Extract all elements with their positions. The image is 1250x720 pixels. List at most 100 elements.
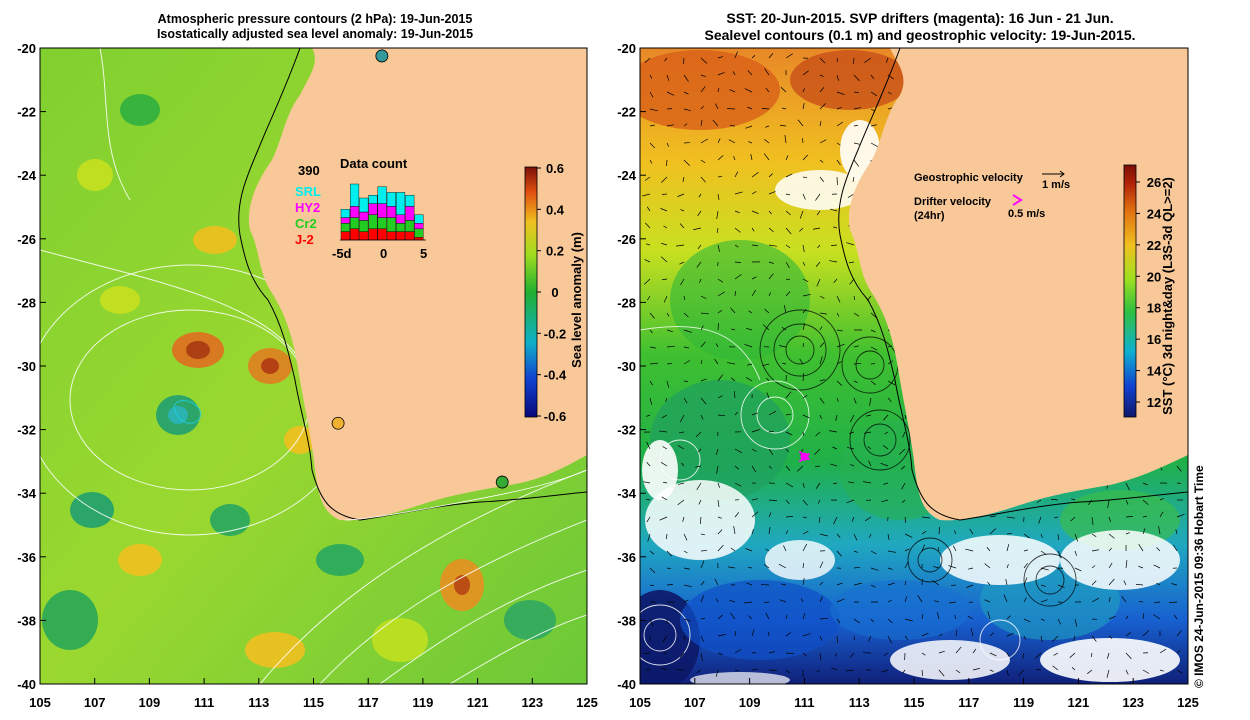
colorbar-tick-label: 26 xyxy=(1147,175,1161,190)
velocity-arrow xyxy=(969,528,974,535)
velocity-arrow xyxy=(681,462,685,467)
histogram-bar-segment xyxy=(359,231,369,241)
velocity-arrow xyxy=(853,363,862,365)
velocity-arrow xyxy=(649,346,656,349)
velocity-arrow xyxy=(869,397,872,406)
y-tick-label: -28 xyxy=(17,295,36,310)
velocity-arrow xyxy=(768,227,774,233)
left-panel-title: Atmospheric pressure contours (2 hPa): 1… xyxy=(40,12,590,42)
velocity-arrow xyxy=(952,545,957,552)
velocity-arrow xyxy=(785,210,791,216)
velocity-arrow xyxy=(761,107,770,110)
velocity-arrow xyxy=(819,561,824,569)
histogram-bar-segment xyxy=(386,192,396,207)
velocity-arrow xyxy=(1108,635,1113,639)
velocity-arrow xyxy=(1108,516,1111,522)
velocity-arrow xyxy=(717,516,722,519)
velocity-arrow xyxy=(802,530,809,535)
velocity-arrow xyxy=(802,342,805,348)
velocity-arrow xyxy=(968,567,974,570)
velocity-arrow xyxy=(904,561,909,569)
velocity-arrow xyxy=(1142,669,1150,674)
velocity-arrow xyxy=(833,226,838,229)
velocity-arrow xyxy=(781,583,787,586)
histogram-bar-segment xyxy=(377,217,387,230)
velocity-arrow xyxy=(751,429,760,433)
velocity-arrow xyxy=(785,615,788,620)
velocity-arrow xyxy=(989,515,996,518)
velocity-arrow xyxy=(1006,633,1014,637)
velocity-arrow xyxy=(836,582,843,586)
velocity-arrow xyxy=(863,481,872,484)
velocity-arrow xyxy=(972,668,980,671)
velocity-arrow xyxy=(870,108,875,112)
velocity-arrow xyxy=(1091,635,1097,642)
velocity-arrow xyxy=(1052,635,1059,642)
velocity-arrow xyxy=(783,545,787,552)
velocity-arrow xyxy=(1022,652,1025,659)
copyright-text: © IMOS 24-Jun-2015 09:36 Hobart Time xyxy=(1192,465,1206,688)
velocity-arrow xyxy=(864,57,872,63)
velocity-arrow xyxy=(751,668,758,671)
velocity-arrow xyxy=(662,278,668,281)
velocity-arrow xyxy=(712,119,719,127)
velocity-arrow xyxy=(938,650,945,654)
velocity-arrow xyxy=(649,312,655,319)
hist-tick-neg5: -5d xyxy=(332,246,352,261)
velocity-arrow xyxy=(802,278,809,283)
velocity-arrow xyxy=(745,376,753,382)
velocity-arrow xyxy=(683,618,691,622)
velocity-arrow xyxy=(717,414,726,417)
velocity-arrow xyxy=(663,481,668,484)
velocity-arrow xyxy=(836,635,838,644)
legend-drifter-sublabel: (24hr) xyxy=(914,210,945,222)
velocity-arrow xyxy=(846,669,855,672)
y-tick-label: -40 xyxy=(17,677,36,692)
velocity-arrow xyxy=(715,343,719,348)
velocity-arrow xyxy=(1125,499,1129,505)
velocity-arrow xyxy=(683,74,689,82)
velocity-arrow xyxy=(887,618,893,624)
velocity-arrow xyxy=(1088,499,1093,505)
velocity-arrow xyxy=(682,176,685,182)
velocity-arrow xyxy=(729,599,736,603)
velocity-arrow xyxy=(802,372,804,382)
velocity-arrow xyxy=(785,244,791,249)
velocity-arrow xyxy=(677,445,685,450)
velocity-arrow xyxy=(663,225,668,229)
velocity-arrow xyxy=(785,499,790,504)
velocity-arrow xyxy=(870,618,874,623)
velocity-arrow xyxy=(1040,550,1047,555)
velocity-arrow xyxy=(747,363,753,366)
velocity-arrow xyxy=(717,138,721,144)
velocity-arrow xyxy=(734,669,740,672)
velocity-arrow xyxy=(1071,498,1076,501)
velocity-arrow xyxy=(880,462,889,467)
velocity-arrow xyxy=(887,91,892,95)
velocity-arrow xyxy=(1023,563,1028,569)
velocity-arrow xyxy=(1091,533,1097,538)
velocity-arrow xyxy=(1006,615,1011,620)
left-title-line2: Isostatically adjusted sea level anomaly… xyxy=(156,27,474,41)
velocity-arrow xyxy=(815,431,821,437)
velocity-arrow xyxy=(717,72,725,76)
velocity-arrow xyxy=(714,358,719,365)
y-tick-label: -20 xyxy=(617,41,636,56)
colorbar-tick-label: -0.2 xyxy=(544,326,566,341)
velocity-arrow xyxy=(1123,580,1127,586)
velocity-arrow xyxy=(934,600,940,603)
velocity-arrow xyxy=(734,210,740,214)
velocity-arrow xyxy=(660,208,668,212)
velocity-arrow xyxy=(649,91,654,98)
velocity-arrow xyxy=(833,516,838,525)
velocity-arrow xyxy=(644,259,651,263)
velocity-arrow xyxy=(1106,669,1110,678)
velocity-arrow xyxy=(1071,667,1076,671)
velocity-arrow xyxy=(714,578,719,586)
velocity-arrow xyxy=(849,431,855,434)
velocity-arrow xyxy=(1003,594,1008,603)
velocity-arrow xyxy=(870,74,875,80)
velocity-arrow xyxy=(645,222,651,229)
velocity-arrow xyxy=(1125,482,1130,491)
velocity-arrow xyxy=(816,210,821,216)
